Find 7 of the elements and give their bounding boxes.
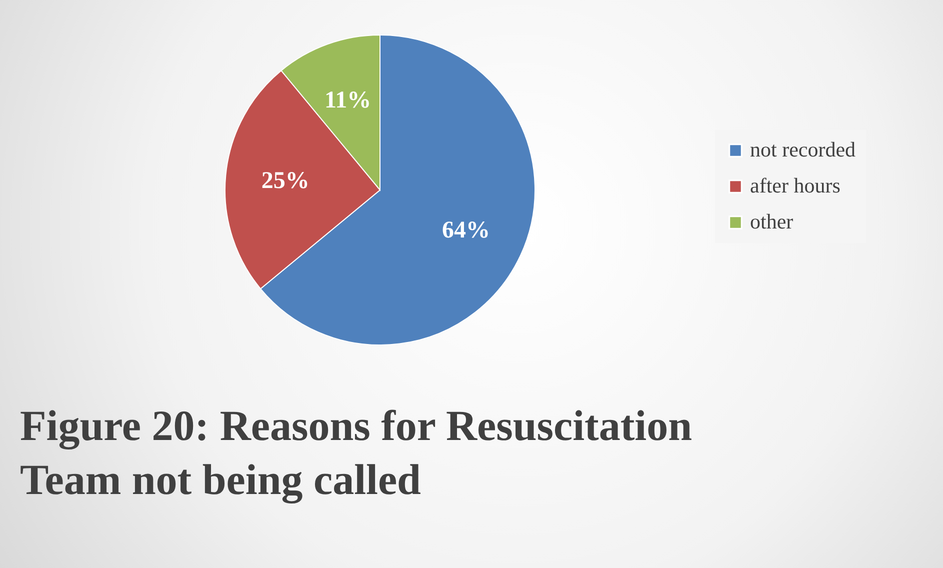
legend-label: other [750, 210, 794, 234]
legend-label: after hours [750, 174, 840, 198]
data-label: 25% [261, 168, 310, 194]
data-label: 64% [442, 217, 490, 244]
text: Figure 20: Reasons for Resuscitation Team not being called [20, 402, 694, 506]
legend-label: not recorded [750, 138, 856, 162]
data-label: 11% [324, 88, 372, 114]
